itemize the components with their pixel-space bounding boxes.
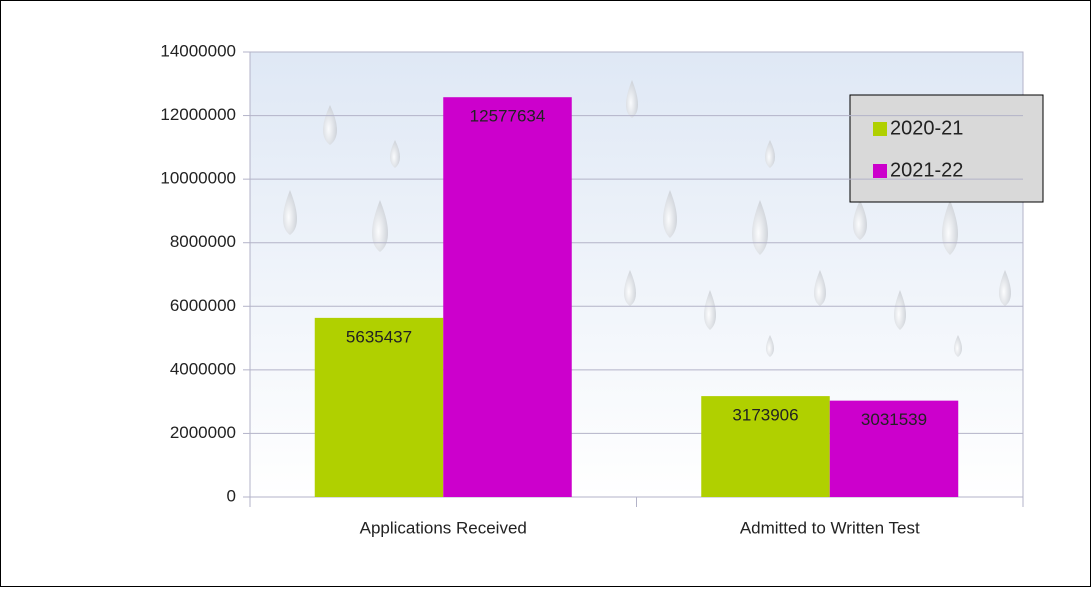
legend [849, 94, 1044, 203]
y-tick-label: 0 [227, 486, 236, 505]
y-tick-label: 8000000 [170, 232, 236, 251]
y-tick-label: 12000000 [160, 105, 236, 124]
drops [283, 80, 1011, 357]
y-tick-label: 2000000 [170, 423, 236, 442]
bar [701, 396, 830, 497]
x-tick-label: Admitted to Written Test [740, 518, 920, 537]
y-tick-label: 6000000 [170, 296, 236, 315]
legend-swatch [873, 164, 887, 178]
data-label: 3173906 [732, 406, 798, 425]
legend-label: 2020-21 [890, 117, 963, 139]
y-tick-label: 10000000 [160, 169, 236, 188]
data-label: 3031539 [861, 410, 927, 429]
data-label: 12577634 [470, 107, 546, 126]
bar [443, 97, 572, 497]
bar [314, 317, 444, 497]
data-label: 5635437 [346, 327, 412, 346]
x-tick-label: Applications Received [360, 518, 527, 537]
legend-label: 2021-22 [890, 159, 963, 181]
bar [829, 400, 959, 497]
y-tick-label: 4000000 [170, 359, 236, 378]
y-tick-label: 14000000 [160, 41, 236, 60]
legend-swatch [873, 122, 887, 136]
